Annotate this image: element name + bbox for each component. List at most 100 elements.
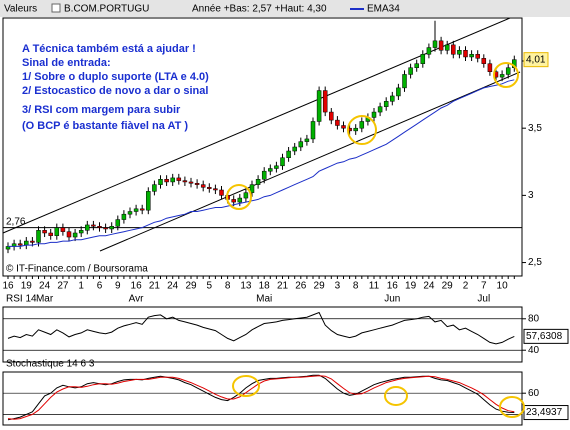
candle-body [231,199,236,203]
x-tick-label: 16 [131,281,143,292]
x-tick-label: 26 [295,281,307,292]
candle-body [329,111,334,121]
candle-body [176,177,182,181]
series-line [8,79,515,247]
x-tick-label: 19 [21,281,33,292]
candle-body [54,227,60,236]
x-tick-label: 18 [259,281,271,292]
y-tick-label: 3,5 [528,123,542,134]
candle-body [341,125,346,129]
main-frame [2,17,523,277]
header-name: B.COM.PORTUGU [64,4,149,15]
support-label: 2,76 [6,216,26,227]
candle-body [30,240,35,243]
x-tick-label: 13 [240,281,252,292]
candle-body [457,50,462,55]
candle-body [322,90,328,113]
candle-body [469,54,474,58]
candle-body [237,197,243,203]
legend-label: EMA34 [367,4,400,15]
candle-body [42,230,47,234]
x-tick-label: 2 [463,281,469,292]
candle-body [280,157,285,167]
candle-body [402,74,407,89]
x-tick-label: 24 [167,281,179,292]
y-tick-label: 80 [528,313,540,324]
highlight-circle [499,396,525,418]
candle-body [170,177,175,183]
highlight-circle [347,115,377,145]
candle-body [213,188,218,191]
last-value-label: 57,6308 [526,331,563,342]
x-tick-label: 16 [2,281,14,292]
candle-body [97,226,102,228]
candle-body [353,127,358,132]
candle-body [115,219,121,227]
highlight-circle [226,184,252,210]
last-value-box [523,328,569,344]
candle-body [72,232,78,238]
x-tick-label: 27 [57,281,69,292]
header-field: Valeurs [4,4,37,15]
candle-body [194,183,200,185]
candle-body [420,54,426,64]
candle-body [499,74,505,78]
candle-body [182,180,188,183]
last-value-label: 4,01 [526,54,546,65]
x-tick-label: 9 [115,281,121,292]
candle-body [414,63,419,68]
candle-body [505,67,511,75]
series-line [7,375,515,420]
candle-body [432,40,438,48]
rsi-frame [2,306,523,363]
candle-body [261,170,267,180]
candle-body [268,168,273,172]
candle-body [60,227,66,232]
candle-body [390,95,395,102]
candle-body [249,184,255,193]
candle-body [475,54,480,59]
annotation: Sinal de entrada: [22,57,111,69]
plot-layer: 2,533,542,76161924Mar2716916Avr212429581… [2,20,569,421]
candle-body [164,179,169,183]
candle-body [304,138,310,142]
candle-body [139,208,145,211]
header-checkbox [51,3,61,13]
candle-body [24,240,29,246]
x-tick-label: 8 [353,281,359,292]
x-tick-label: 21 [149,281,161,292]
month-label: Avr [129,294,144,305]
candle-body [396,87,401,97]
header-range: Année +Bas: 2,57 +Haut: 4,30 [192,4,327,15]
header-bar [0,0,570,17]
candle-body [200,184,206,188]
x-tick-label: 29 [442,281,454,292]
y-tick-label: 2,5 [528,257,542,268]
candle-body [316,90,322,122]
candle-body [451,44,456,55]
candle-body [78,230,84,234]
x-tick-label: 21 [277,281,289,292]
last-value-label: 23,4937 [526,407,563,418]
y-tick-label: 3 [528,190,534,201]
candle-body [133,208,139,212]
candle-body [298,141,304,148]
candle-body [286,150,291,158]
candle-body [66,231,72,238]
x-tick-label: 24 [39,281,51,292]
candle-body [255,179,261,185]
candle-body [383,101,389,107]
x-tick-label: 3 [335,281,341,292]
x-tick-label: 29 [185,281,197,292]
candle-body [207,187,212,189]
stoch-frame [2,371,523,426]
candle-body [219,189,224,196]
candle-body [481,58,487,64]
candle-body [152,184,157,192]
candle-body [85,224,90,231]
channel-upper [2,17,511,234]
candle-body [188,181,194,184]
candle-body [335,119,340,126]
